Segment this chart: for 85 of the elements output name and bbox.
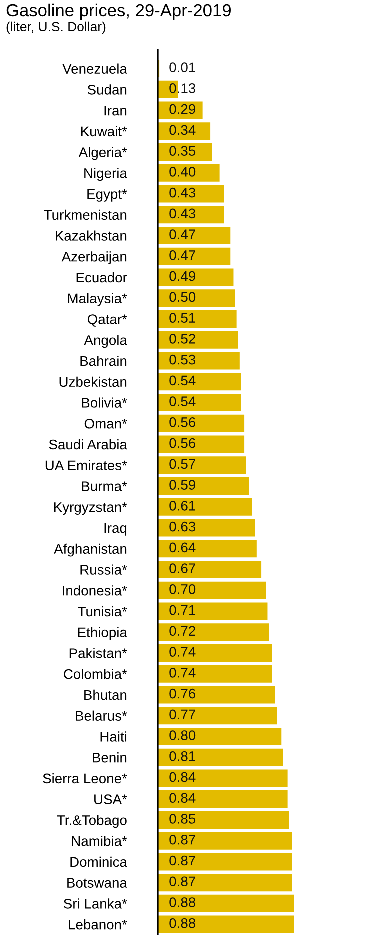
data-label: 0.74 xyxy=(170,647,196,657)
y-tick-label: Tunisia* xyxy=(78,606,128,617)
data-label: 0.47 xyxy=(170,250,196,260)
data-label: 0.53 xyxy=(170,354,196,365)
y-tick-label: Ecuador xyxy=(76,272,128,283)
data-label: 0.87 xyxy=(170,834,196,845)
data-label: 0.54 xyxy=(170,376,196,386)
data-label: 0.43 xyxy=(170,188,196,198)
y-tick-label: Angola xyxy=(84,335,128,348)
data-label: 0.76 xyxy=(170,688,196,699)
y-tick-label: Algeria* xyxy=(78,147,128,160)
y-tick-label: UA Emirates* xyxy=(46,460,128,471)
data-label: 0.84 xyxy=(170,793,196,804)
y-tick-label: Haiti xyxy=(100,732,127,742)
y-tick-label: Azerbaijan xyxy=(62,252,127,265)
y-tick-label: Turkmenistan xyxy=(44,210,127,220)
data-label: 0.56 xyxy=(170,418,196,428)
data-label: 0.35 xyxy=(170,146,196,156)
y-tick-label: Sri Lanka* xyxy=(64,898,128,909)
y-tick-label: Colombia* xyxy=(64,669,128,680)
data-label: 0.59 xyxy=(170,480,196,490)
y-tick-label: Sierra Leone* xyxy=(43,773,128,784)
y-tick-label: Namibia* xyxy=(72,836,128,846)
data-label: 0.88 xyxy=(170,918,196,928)
y-tick-label: Kyrgyzstan* xyxy=(54,502,128,516)
y-tick-label: Belarus* xyxy=(76,710,128,722)
data-label: 0.67 xyxy=(170,564,196,574)
y-tick-label: Pakistan* xyxy=(70,648,128,658)
data-label: 0.87 xyxy=(170,856,196,866)
y-tick-label: Oman* xyxy=(84,418,128,429)
y-tick-label: Botswana xyxy=(68,878,128,888)
data-label: 0.81 xyxy=(170,751,196,762)
y-tick-label: USA* xyxy=(94,794,128,804)
data-label: 0.80 xyxy=(170,730,196,740)
data-label: 0.61 xyxy=(170,501,196,511)
y-tick-label: Kuwait* xyxy=(81,126,128,137)
data-label: 0.72 xyxy=(170,626,196,636)
y-tick-label: Iraq xyxy=(104,523,127,536)
data-label: 0.70 xyxy=(170,584,196,594)
y-tick-label: Ethiopia xyxy=(78,627,128,640)
data-label: 0.63 xyxy=(170,522,196,532)
y-tick-label: Sudan xyxy=(88,84,127,95)
y-tick-label: Saudi Arabia xyxy=(49,439,128,450)
y-tick-label: Russia* xyxy=(80,564,128,575)
data-label: 0.34 xyxy=(170,125,196,136)
data-label: 0.85 xyxy=(170,814,196,824)
y-tick-label: Benin xyxy=(93,752,127,763)
y-tick-label: Egypt* xyxy=(88,190,128,202)
y-tick-label: Tr.&Tobago xyxy=(57,815,127,828)
data-label: 0.87 xyxy=(170,876,196,887)
y-tick-label: Venezuela xyxy=(62,64,128,74)
data-label: 0.64 xyxy=(170,542,196,553)
y-tick-label: Bahrain xyxy=(80,356,127,366)
data-label: 0.49 xyxy=(170,271,196,282)
data-label: 0.84 xyxy=(170,772,196,782)
y-tick-label: Bhutan xyxy=(84,690,127,700)
data-label: 0.43 xyxy=(170,208,196,219)
y-tick-label: Indonesia* xyxy=(63,586,128,596)
data-label: 0.01 xyxy=(170,62,196,73)
y-tick-label: Bolivia* xyxy=(82,398,128,408)
y-tick-label: Kazakhstan xyxy=(56,230,127,241)
data-label: 0.29 xyxy=(170,104,196,114)
y-tick-label: Uzbekistan xyxy=(60,376,127,388)
data-label: 0.51 xyxy=(170,313,196,323)
data-label: 0.57 xyxy=(170,459,196,470)
data-label: 0.50 xyxy=(170,292,196,302)
y-tick-label: Afghanistan xyxy=(54,544,127,557)
data-label: 0.71 xyxy=(170,605,196,616)
data-label: 0.54 xyxy=(170,396,196,406)
data-label: 0.47 xyxy=(170,230,196,240)
data-label: 0.74 xyxy=(170,668,196,678)
data-label: 0.77 xyxy=(170,710,196,720)
y-tick-label: Burma* xyxy=(82,482,128,492)
chart-subtitle: (liter, U.S. Dollar) xyxy=(6,22,106,34)
y-tick-label: Qatar* xyxy=(88,314,128,327)
chart-title: Gasoline prices, 29-Apr-2019 xyxy=(6,4,231,20)
data-label: 0.40 xyxy=(170,167,196,177)
y-tick-label: Malaysia* xyxy=(68,293,128,306)
y-tick-label: Dominica xyxy=(70,856,128,868)
y-tick-label: Iran xyxy=(104,106,127,116)
y-tick-label: Nigeria xyxy=(84,168,128,182)
data-label: 0.56 xyxy=(170,438,196,448)
data-label: 0.52 xyxy=(170,334,196,344)
data-label: 0.88 xyxy=(170,898,196,908)
y-tick-label: Lebanon* xyxy=(69,920,128,930)
